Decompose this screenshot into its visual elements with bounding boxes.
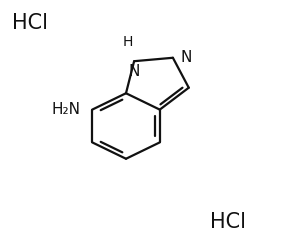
Text: H: H [123, 35, 133, 49]
Text: H₂N: H₂N [51, 102, 80, 117]
Text: HCl: HCl [12, 13, 48, 33]
Text: N: N [180, 50, 192, 65]
Text: N: N [128, 64, 140, 79]
Text: HCl: HCl [210, 212, 246, 232]
